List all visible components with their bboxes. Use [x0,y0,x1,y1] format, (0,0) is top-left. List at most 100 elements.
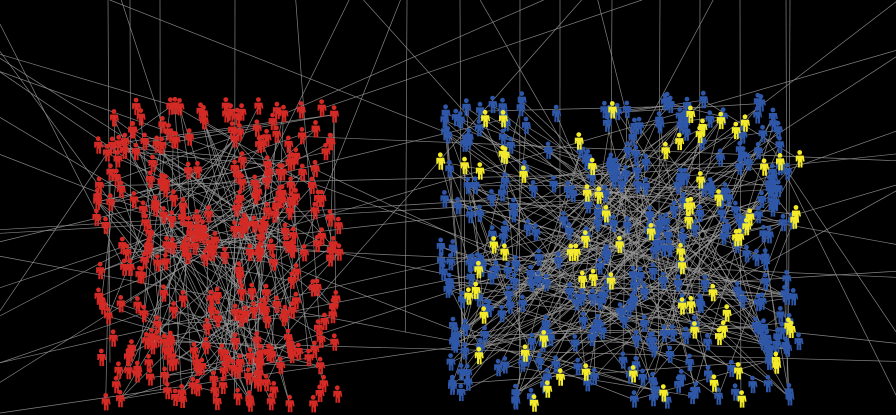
blue-group-person-icon [763,374,773,393]
yellow-group-person-icon [696,171,706,189]
red-group-person-icon [284,135,294,153]
blue-group-person-icon [748,375,758,394]
edge [553,162,646,185]
blue-group-person-icon [529,180,539,198]
blue-group-person-icon [611,157,621,175]
edge [113,118,117,178]
blue-group-person-icon [751,316,761,334]
red-group-person-icon [247,282,257,301]
red-group-person-icon [238,151,248,169]
nodes [92,90,805,413]
edge [519,0,521,384]
blue-group-person-icon [570,334,580,352]
red-group-person-icon [218,376,228,395]
blue-group-person-icon [446,253,456,271]
yellow-group-person-icon [589,268,599,287]
yellow-group-person-icon [719,320,729,338]
red-group-person-icon [219,361,229,380]
edge [253,224,262,307]
blue-group-person-icon [752,248,762,267]
blue-group-person-icon [695,293,705,311]
edge [283,0,544,115]
red-group-person-icon [169,189,179,207]
blue-group-person-icon [677,168,687,186]
red-group-person-icon [262,283,272,302]
red-group-person-icon [148,154,158,172]
red-group-person-icon [104,307,114,325]
edge [586,174,626,384]
edge [271,114,284,355]
red-group-person-icon [291,188,301,206]
edge [187,170,260,252]
blue-group-person-icon [588,288,598,306]
yellow-group-person-icon [539,330,549,348]
red-group-person-icon [157,172,167,191]
blue-group-person-icon [691,381,701,399]
edge [553,184,797,215]
blue-group-person-icon [765,179,775,198]
red-group-person-icon [331,290,341,308]
blue-group-person-icon [436,237,446,255]
blue-group-person-icon [641,177,651,195]
red-group-person-icon [334,243,344,261]
blue-group-person-icon [782,269,792,288]
blue-group-person-icon [511,254,521,273]
red-group-person-icon [330,105,340,123]
blue-group-person-icon [703,333,713,351]
red-group-person-icon [255,135,265,154]
blue-group-person-icon [775,135,785,154]
blue-group-person-icon [794,332,804,351]
red-group-person-icon [158,116,168,134]
red-group-person-icon [93,188,103,206]
yellow-group-person-icon [471,281,481,299]
blue-group-person-icon [622,100,632,118]
edge [479,105,688,112]
red-group-person-icon [116,180,126,198]
red-group-person-icon [164,122,174,141]
edge [119,198,322,400]
edge [295,0,322,340]
blue-group-person-icon [573,357,583,376]
edge [449,286,670,356]
red-group-person-icon [92,208,102,226]
edge [0,214,650,364]
blue-group-person-icon [707,180,717,198]
blue-group-person-icon [648,371,658,390]
blue-group-person-icon [759,224,769,243]
edge [444,132,771,350]
red-group-person-icon [249,301,259,319]
blue-group-person-icon [735,157,745,175]
blue-group-person-icon [704,365,713,383]
red-group-person-icon [310,340,320,358]
red-group-person-icon [326,132,336,151]
blue-group-person-icon [761,272,771,291]
blue-group-person-icon [554,251,564,269]
blue-group-person-icon [445,159,455,178]
red-group-person-icon [288,240,298,259]
red-group-person-icon [310,201,320,220]
red-group-person-icon [126,258,135,276]
edge [96,201,213,312]
blue-group-person-icon [522,116,531,135]
yellow-group-person-icon [745,208,755,226]
yellow-group-person-icon [684,211,694,229]
edge [606,123,671,356]
red-group-person-icon [286,176,296,194]
yellow-group-person-icon [771,351,781,369]
blue-group-person-icon [685,353,695,371]
red-group-person-icon [140,251,150,269]
yellow-group-person-icon [716,111,726,130]
red-group-person-icon [300,244,310,262]
red-group-person-icon [160,366,170,384]
edge [471,244,620,264]
yellow-group-person-icon [686,295,696,314]
edge [626,104,671,111]
edge [109,0,503,155]
yellow-group-person-icon [731,121,741,140]
yellow-group-person-icon [709,374,719,392]
blue-group-person-icon [600,184,610,203]
edge [691,124,774,397]
red-group-person-icon [186,224,196,243]
yellow-group-person-icon [479,306,489,324]
yellow-group-person-icon [676,243,686,261]
